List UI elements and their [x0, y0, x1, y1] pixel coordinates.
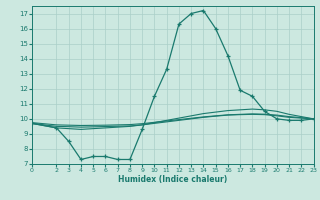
X-axis label: Humidex (Indice chaleur): Humidex (Indice chaleur)	[118, 175, 228, 184]
